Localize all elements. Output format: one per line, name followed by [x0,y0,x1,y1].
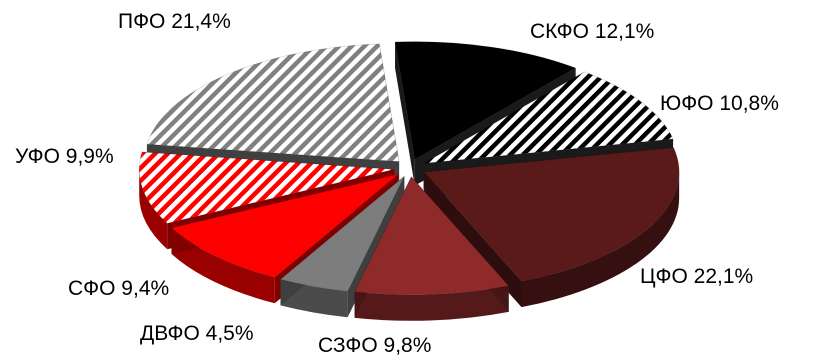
slice-label: ДВФО 4,5% [140,322,254,345]
slice-label: СЗФО 9,8% [318,334,431,355]
slice-label: СФО 9,4% [68,277,169,300]
slice-wall [395,41,415,186]
slice-top [170,173,399,278]
slice-top [394,41,577,161]
slice-1 [354,176,510,321]
slice-label: УФО 9,9% [15,145,114,168]
slice-top [138,151,395,224]
slice-label: ЮФО 10,8% [660,92,779,115]
slice-top [423,147,680,282]
slice-label: ЦФО 22,1% [640,265,753,288]
slice-label: СКФО 12,1% [530,20,654,43]
slice-top [279,175,405,292]
slice-side [139,169,168,250]
slice-label: ПФО 21,4% [118,10,231,33]
slice-side [521,172,680,308]
slice-top [354,176,510,296]
slice-top [146,43,400,162]
slice-side [354,285,509,321]
slice-top [423,71,674,164]
